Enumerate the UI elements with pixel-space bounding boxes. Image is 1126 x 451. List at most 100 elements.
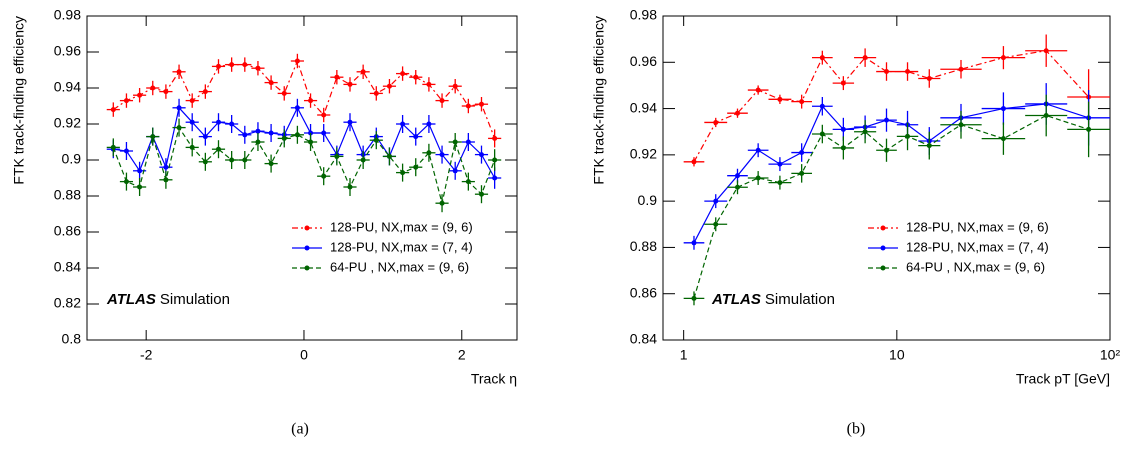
data-point bbox=[242, 132, 248, 138]
y-tick-label: 0.84 bbox=[630, 331, 657, 347]
data-point bbox=[840, 126, 846, 132]
legend-label: 128-PU, NX,max = (9, 6) bbox=[906, 219, 1049, 234]
data-point bbox=[799, 99, 805, 105]
data-point bbox=[189, 119, 195, 125]
data-point bbox=[334, 153, 340, 159]
data-point bbox=[110, 144, 116, 150]
legend-label: 128-PU, NX,max = (7, 4) bbox=[330, 239, 473, 254]
data-point bbox=[229, 157, 235, 163]
data-point bbox=[884, 117, 889, 123]
data-point bbox=[308, 98, 314, 104]
annotation: ATLAS Simulation bbox=[711, 291, 835, 308]
y-tick-label: 0.9 bbox=[638, 192, 658, 208]
y-tick-label: 0.86 bbox=[54, 223, 81, 239]
data-point bbox=[294, 105, 300, 111]
caption: (b) bbox=[847, 421, 866, 438]
data-point bbox=[386, 153, 392, 159]
data-point bbox=[465, 139, 471, 145]
y-tick-label: 0.96 bbox=[630, 53, 657, 69]
data-point bbox=[229, 62, 235, 68]
data-point bbox=[360, 157, 366, 163]
data-point bbox=[452, 139, 458, 145]
x-tick-label: 0 bbox=[300, 347, 308, 363]
data-point bbox=[905, 133, 911, 139]
data-point bbox=[242, 157, 248, 163]
series-line bbox=[693, 114, 1089, 299]
legend-marker bbox=[304, 265, 310, 271]
data-point bbox=[1000, 55, 1006, 61]
data-point bbox=[215, 119, 221, 125]
y-tick-label: 0.94 bbox=[54, 79, 81, 95]
data-point bbox=[229, 121, 235, 127]
data-point bbox=[400, 121, 406, 127]
data-point bbox=[150, 134, 156, 140]
data-point bbox=[268, 80, 274, 86]
data-point bbox=[1043, 48, 1049, 54]
plot-frame bbox=[86, 15, 518, 341]
legend-label: 128-PU, NX,max = (9, 6) bbox=[330, 219, 473, 234]
x-tick-label: -2 bbox=[140, 347, 153, 363]
data-point bbox=[713, 221, 719, 227]
data-point bbox=[478, 191, 484, 197]
data-point bbox=[176, 105, 182, 111]
legend-marker bbox=[880, 225, 886, 231]
data-point bbox=[862, 129, 868, 135]
x-axis-label: Track η bbox=[471, 371, 517, 387]
plot-frame bbox=[662, 15, 1111, 341]
data-point bbox=[163, 89, 169, 95]
data-point bbox=[452, 168, 458, 174]
data-point bbox=[413, 74, 419, 80]
data-point bbox=[268, 161, 274, 167]
data-point bbox=[1043, 113, 1049, 119]
data-point bbox=[465, 179, 471, 185]
data-point bbox=[819, 131, 825, 137]
data-point bbox=[862, 55, 868, 61]
data-point bbox=[713, 198, 719, 204]
x-tick-label: 2 bbox=[458, 347, 466, 363]
data-point bbox=[926, 75, 932, 81]
y-tick-label: 0.98 bbox=[54, 7, 81, 23]
data-point bbox=[163, 177, 169, 183]
data-point bbox=[281, 90, 287, 96]
data-point bbox=[735, 184, 740, 190]
data-point bbox=[755, 87, 761, 93]
y-tick-label: 0.92 bbox=[630, 146, 657, 162]
data-point bbox=[735, 173, 740, 179]
data-point bbox=[691, 295, 697, 301]
data-point bbox=[321, 112, 327, 118]
data-point bbox=[439, 152, 445, 158]
data-point bbox=[321, 173, 327, 179]
data-point bbox=[1000, 106, 1006, 112]
data-point bbox=[840, 80, 846, 86]
y-axis-label: FTK track-finding efficiency bbox=[591, 16, 607, 185]
data-point bbox=[137, 168, 143, 174]
y-tick-label: 0.9 bbox=[62, 151, 82, 167]
data-point bbox=[347, 184, 353, 190]
legend-label: 128-PU, NX,max = (7, 4) bbox=[906, 239, 1049, 254]
data-point bbox=[1086, 126, 1092, 132]
data-point bbox=[255, 139, 261, 145]
series-line bbox=[693, 103, 1089, 244]
data-point bbox=[110, 107, 116, 113]
data-point bbox=[465, 103, 471, 109]
data-point bbox=[840, 145, 846, 151]
data-point bbox=[426, 81, 432, 87]
data-point bbox=[176, 69, 182, 75]
data-point bbox=[958, 66, 964, 72]
data-point bbox=[400, 71, 406, 77]
x-tick-label: 10 bbox=[889, 347, 905, 363]
data-point bbox=[321, 130, 327, 136]
data-point bbox=[413, 134, 419, 140]
y-tick-label: 0.94 bbox=[630, 99, 657, 115]
data-point bbox=[452, 83, 458, 89]
data-point bbox=[347, 119, 353, 125]
annotation-text: Simulation bbox=[765, 291, 835, 308]
data-point bbox=[799, 170, 805, 176]
data-point bbox=[691, 240, 697, 246]
data-point bbox=[189, 98, 195, 104]
data-point bbox=[819, 55, 825, 61]
data-point bbox=[799, 150, 805, 156]
x-tick-label: 1 bbox=[680, 347, 688, 363]
series-line bbox=[693, 50, 1090, 163]
